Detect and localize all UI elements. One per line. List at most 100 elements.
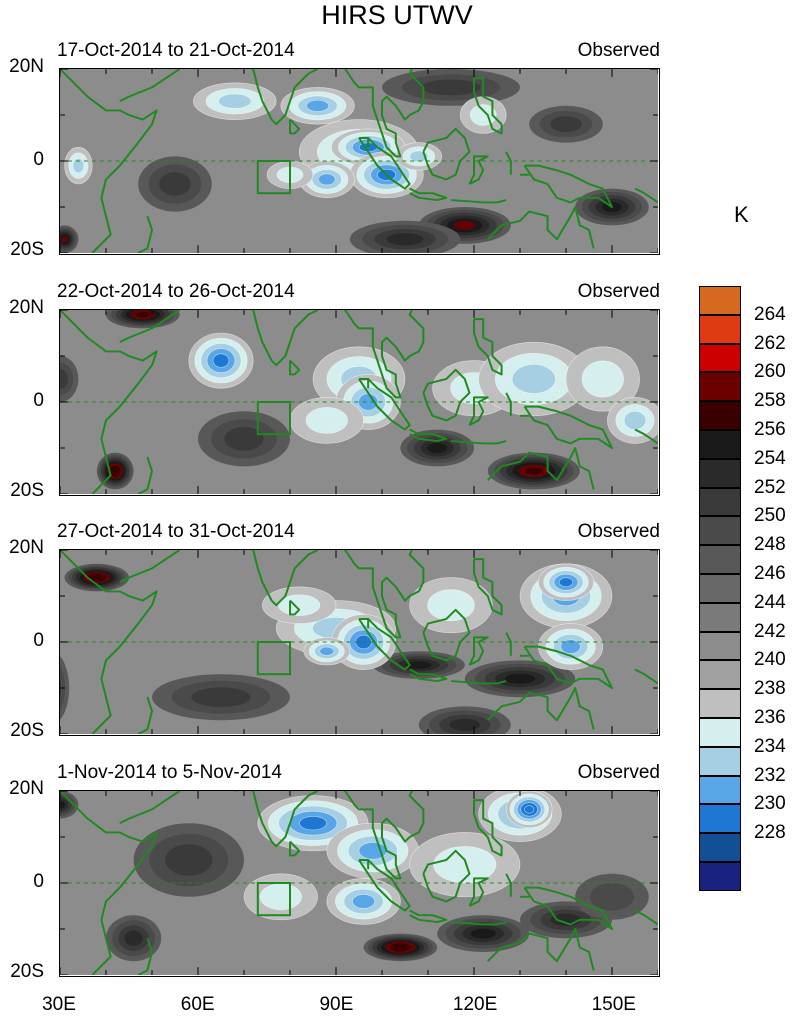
dry-region-contour: [135, 311, 151, 318]
dry-region-contour: [60, 801, 66, 809]
map-panel: 1-Nov-2014 to 5-Nov-2014 Observed 20N 0 20S: [0, 722, 794, 982]
colorbar-swatch: [699, 862, 741, 891]
coastline: [505, 632, 512, 656]
dry-region-contour: [191, 687, 251, 708]
latitude-label: 20S: [10, 480, 44, 501]
moist-region-contour: [212, 353, 230, 368]
colorbar-label: 230: [754, 793, 786, 815]
moist-region-contour: [319, 646, 335, 656]
panel-date-range: 17-Oct-2014 to 21-Oct-2014: [57, 40, 295, 61]
utwv-map: [60, 550, 658, 734]
dry-region-contour: [421, 79, 481, 96]
colorbar-label: 246: [754, 563, 786, 584]
colorbar-label: 238: [754, 678, 786, 700]
dry-region-contour: [470, 928, 496, 939]
colorbar-label: 256: [754, 419, 786, 440]
colorbar-swatch: [699, 458, 741, 488]
latitude-label: 20N: [9, 297, 44, 318]
dry-region-contour: [224, 426, 264, 451]
coastline: [119, 791, 181, 825]
coastline: [505, 392, 512, 416]
colorbar-swatch: [699, 689, 741, 718]
coastline: [137, 937, 154, 975]
coastline: [473, 558, 503, 616]
latitude-label: 20S: [10, 961, 44, 982]
dry-region-contour: [91, 575, 103, 581]
moist-region-contour: [318, 173, 336, 186]
utwv-map: [60, 791, 658, 975]
coastline: [409, 909, 448, 924]
colorbar-swatch: [699, 516, 741, 546]
coastline: [343, 550, 428, 639]
utwv-map: [60, 69, 658, 253]
panel-date-range: 22-Oct-2014 to 26-Oct-2014: [57, 281, 295, 302]
coastline: [422, 368, 471, 422]
colorbar-swatch: [699, 775, 741, 805]
map-panel: 27-Oct-2014 to 31-Oct-2014 Observed 20N 0 20…: [0, 481, 794, 741]
coastline: [473, 77, 503, 135]
moist-region-contour: [259, 883, 302, 911]
panel-date-range: 1-Nov-2014 to 5-Nov-2014: [57, 762, 282, 783]
dry-region-contour: [449, 718, 481, 731]
colorbar-label: 260: [754, 361, 786, 383]
colorbar-label: 250: [754, 505, 786, 527]
longitude-label: 150E: [591, 994, 636, 1015]
coastline: [468, 396, 489, 426]
map-frame: [59, 68, 660, 255]
coastline: [523, 405, 614, 450]
coastline: [137, 215, 154, 253]
colorbar-swatch: [699, 286, 741, 315]
coastline: [487, 447, 595, 490]
colorbar-label: 248: [754, 534, 786, 556]
coastline: [422, 849, 471, 903]
coastline: [450, 680, 507, 685]
dry-region-contour: [386, 233, 424, 246]
colorbar-label: 236: [754, 707, 786, 728]
coastline: [422, 608, 471, 662]
colorbar-swatch: [699, 314, 741, 344]
panel-observed-label: Observed: [577, 762, 660, 783]
colorbar-swatch: [699, 631, 741, 661]
dry-region-contour: [550, 116, 582, 133]
study-region-box: [256, 160, 291, 195]
dry-region-contour: [524, 467, 543, 475]
colorbar-swatch: [699, 833, 741, 862]
colorbar-swatch: [699, 574, 741, 603]
map-frame: [59, 309, 660, 496]
coastline: [487, 928, 595, 971]
dry-region-contour: [406, 661, 432, 669]
colorbar-label: 240: [754, 649, 786, 671]
colorbar-label: 262: [754, 332, 786, 354]
moist-region-contour: [305, 407, 348, 434]
panel-observed-label: Observed: [577, 281, 660, 302]
study-region-box: [256, 641, 291, 676]
dry-region-contour: [504, 673, 536, 684]
coastline: [343, 791, 428, 880]
colorbar-unit: K: [734, 202, 749, 227]
coastline: [60, 310, 158, 494]
colorbar-swatch: [699, 545, 741, 574]
dry-region-contour: [111, 467, 119, 475]
study-region-box: [256, 401, 291, 436]
colorbar-swatch: [699, 804, 741, 834]
coastline: [634, 187, 658, 204]
latitude-label: 0: [33, 630, 44, 651]
utwv-map: [60, 310, 658, 494]
moist-region-contour: [306, 99, 330, 112]
coastline: [137, 696, 154, 734]
coastline: [119, 69, 181, 103]
coastline: [119, 310, 181, 344]
coastline: [119, 550, 181, 584]
coastline: [60, 550, 158, 734]
latitude-label: 20S: [10, 720, 44, 741]
colorbar-label: 234: [754, 735, 786, 757]
colorbar-label: 244: [754, 591, 786, 613]
moist-region-contour: [433, 846, 497, 884]
coastline: [234, 310, 319, 367]
coastline: [343, 69, 428, 158]
coastline: [234, 550, 319, 607]
map-frame: [59, 549, 660, 736]
colorbar-swatch: [699, 746, 741, 776]
coastline: [634, 668, 658, 685]
colorbar-swatch: [699, 718, 741, 747]
